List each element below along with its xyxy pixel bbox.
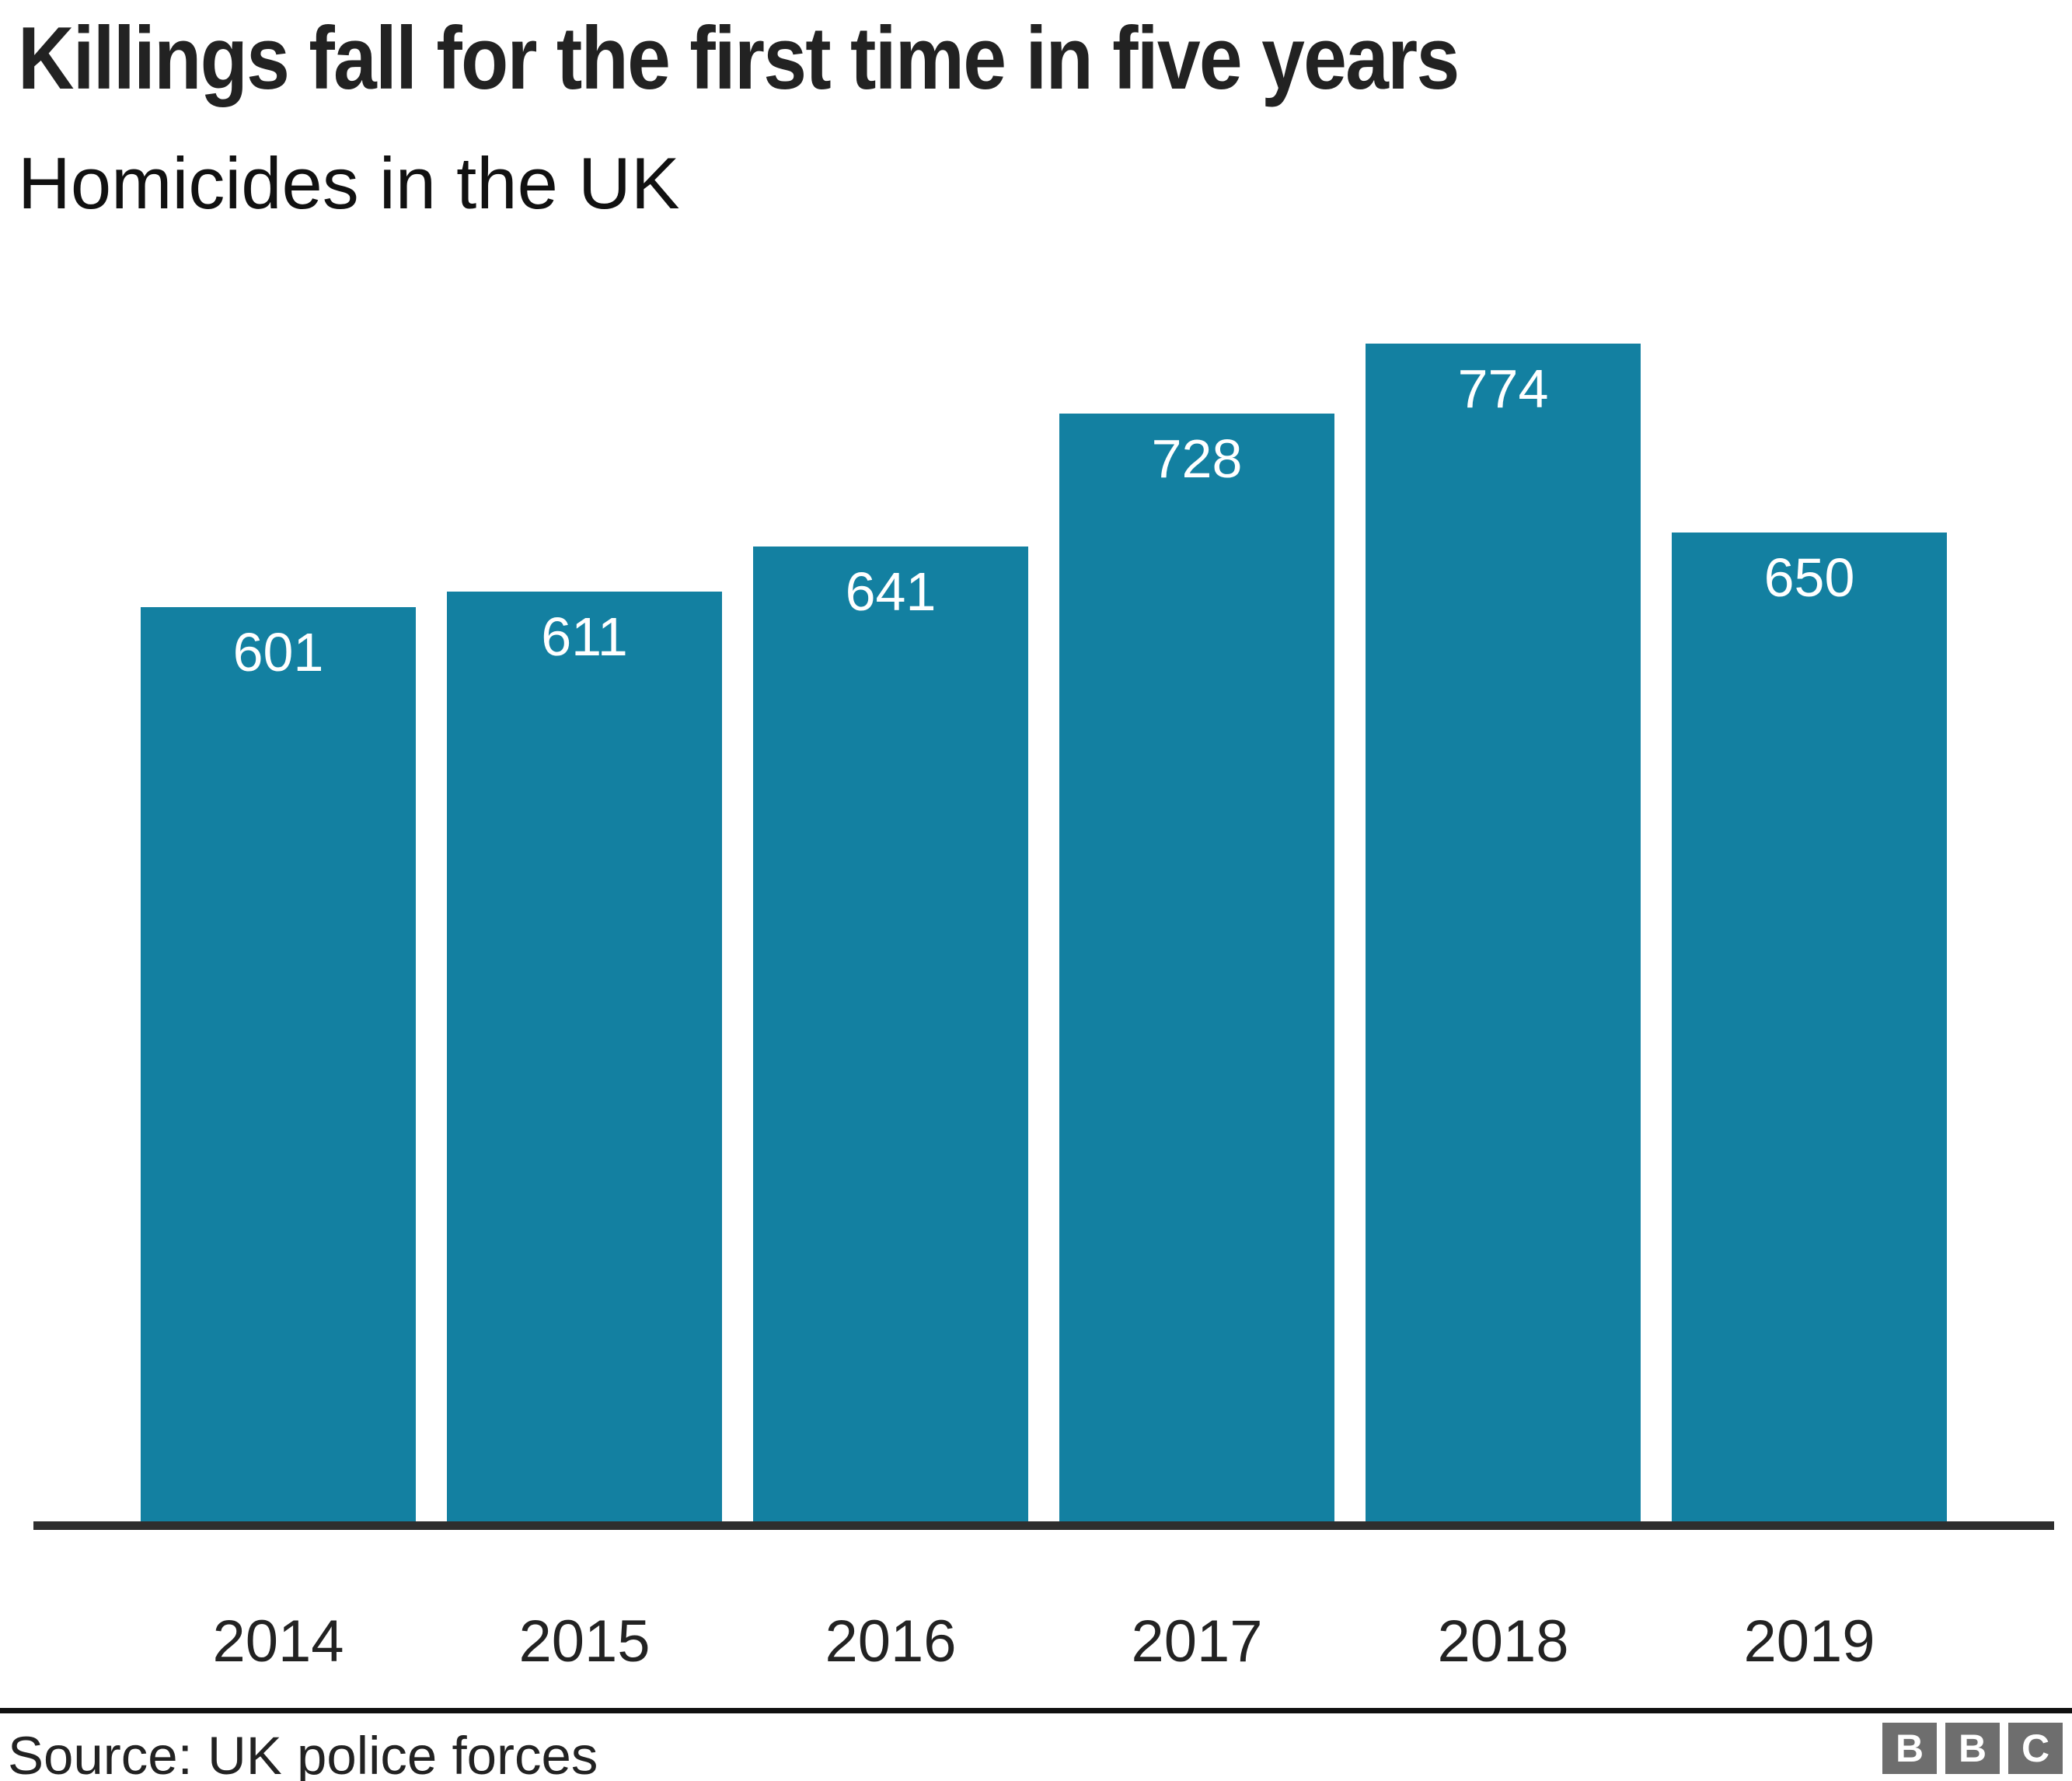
bar-value-label: 601 bbox=[232, 622, 324, 683]
x-axis-label-2015: 2015 bbox=[518, 1608, 651, 1674]
bbc-logo-block-c: C bbox=[2008, 1723, 2063, 1774]
bar-value-label: 650 bbox=[1763, 547, 1855, 608]
bar-2014: 601 bbox=[141, 607, 416, 1522]
bbc-logo-block-b: B bbox=[1945, 1723, 2000, 1774]
bar-value-label: 611 bbox=[541, 606, 628, 667]
bar-2018: 774 bbox=[1366, 344, 1641, 1522]
x-axis-label-2014: 2014 bbox=[212, 1608, 344, 1674]
footer-separator-line bbox=[0, 1708, 2072, 1713]
chart-subtitle: Homicides in the UK bbox=[18, 142, 680, 224]
bar-2016: 641 bbox=[753, 547, 1028, 1522]
bar-2015: 611 bbox=[447, 592, 722, 1522]
bar-2019: 650 bbox=[1672, 533, 1947, 1522]
bbc-logo-block-b: B bbox=[1882, 1723, 1937, 1774]
bar-value-label: 728 bbox=[1151, 428, 1243, 489]
chart-title: Killings fall for the first time in five… bbox=[18, 9, 1460, 108]
bbc-logo: B B C bbox=[1882, 1723, 2063, 1774]
bar-value-label: 641 bbox=[845, 561, 937, 622]
x-axis-label-2018: 2018 bbox=[1437, 1608, 1569, 1674]
x-axis-line bbox=[33, 1521, 2054, 1530]
bar-2017: 728 bbox=[1059, 414, 1334, 1522]
bar-value-label: 774 bbox=[1457, 358, 1549, 419]
x-axis-label-2019: 2019 bbox=[1743, 1608, 1875, 1674]
x-axis-label-2017: 2017 bbox=[1131, 1608, 1263, 1674]
source-caption: Source: UK police forces bbox=[8, 1726, 598, 1781]
x-axis-label-2016: 2016 bbox=[825, 1608, 957, 1674]
